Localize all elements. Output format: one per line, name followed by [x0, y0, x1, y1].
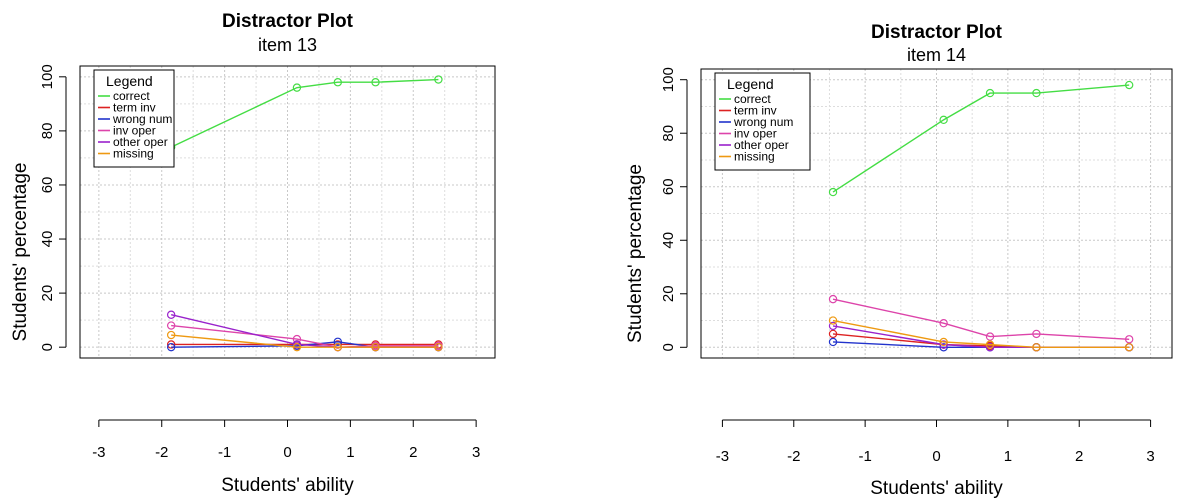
x-tick-label: 3: [472, 444, 480, 461]
data-point-wrong-num: [166, 342, 176, 352]
data-point-correct: [1124, 80, 1134, 90]
series-line-correct: [170, 78, 439, 148]
data-point-other-oper: [166, 310, 176, 319]
x-tick-label: 1: [1004, 448, 1012, 465]
legend-entry: wrong num: [733, 115, 793, 129]
legend-entry: term inv: [734, 104, 777, 118]
x-tick-label: -1: [858, 448, 871, 465]
data-point-missing: [166, 330, 176, 340]
data-point-missing: [371, 342, 380, 352]
x-tick-label: -1: [218, 444, 231, 461]
data-point-inv-oper: [939, 319, 948, 328]
data-point-inv-oper: [985, 332, 995, 341]
data-point-inv-oper: [1032, 329, 1041, 339]
y-tick-label: 60: [39, 177, 56, 194]
data-point-correct: [939, 115, 948, 125]
x-tick-label: 2: [1075, 448, 1083, 465]
x-tick-label: 1: [346, 444, 354, 461]
plot-frame: [700, 68, 1173, 359]
data-point-missing: [939, 337, 948, 347]
data-point-other-oper: [828, 321, 838, 331]
chart-panel-1: Distractor Plot item 13 -3 -2 -1 0 1 2 3 Students…: [10, 11, 496, 496]
chart-title: Distractor Plot: [222, 11, 354, 32]
legend-title: Legend: [106, 73, 153, 89]
y-tick-label: 20: [39, 285, 56, 302]
legend-entry: missing: [734, 150, 775, 164]
data-point-missing: [292, 342, 302, 352]
x-tick-label: 0: [283, 444, 291, 461]
y-tick-label: 100: [660, 67, 677, 92]
legend-entry: term inv: [113, 101, 156, 115]
data-point-missing: [828, 316, 838, 325]
data-point-other-oper: [985, 343, 995, 352]
data-point-other-oper: [939, 340, 948, 349]
series-line-missing: [832, 319, 1130, 348]
x-axis-label: Students' ability: [221, 475, 354, 496]
legend-entry: inv oper: [113, 124, 156, 138]
data-point-correct: [1032, 88, 1041, 98]
y-tick-label: 40: [39, 231, 56, 248]
data-point-correct: [333, 78, 343, 87]
series-line-term-inv: [832, 333, 1130, 348]
y-tick-label: 100: [39, 64, 56, 89]
y-tick-label: 80: [660, 125, 677, 142]
legend-entry: correct: [734, 92, 771, 106]
y-tick-label: 60: [660, 178, 677, 195]
data-point-term-inv: [828, 329, 838, 339]
data-point-correct: [828, 187, 838, 197]
legend-entry: missing: [113, 147, 154, 161]
data-point-correct: [434, 75, 443, 84]
data-point-missing: [1032, 343, 1041, 352]
x-tick-label: 3: [1146, 448, 1154, 465]
y-tick-label: 0: [660, 343, 677, 351]
data-point-inv-oper: [828, 294, 838, 304]
data-point-correct: [985, 88, 995, 98]
data-point-correct: [292, 83, 302, 92]
legend-entry: inv oper: [734, 127, 777, 141]
x-tick-label: -2: [155, 444, 168, 461]
legend-entry: wrong num: [112, 112, 172, 126]
series-line-inv-oper: [832, 298, 1130, 340]
data-point-wrong-num: [828, 337, 838, 347]
data-point-missing: [1124, 343, 1134, 352]
series-line-correct: [832, 84, 1130, 193]
y-axis-label: Students' percentage: [625, 164, 646, 343]
data-point-correct: [371, 78, 380, 87]
data-point-missing: [434, 342, 443, 352]
legend-entry: other oper: [113, 135, 168, 149]
plot-frame: [79, 65, 496, 359]
data-point-other-oper: [292, 340, 302, 349]
legend-title: Legend: [727, 76, 774, 92]
series-line-missing: [171, 334, 439, 348]
x-tick-label: -2: [787, 448, 800, 465]
data-point-inv-oper: [1124, 335, 1134, 344]
x-tick-label: -3: [716, 448, 729, 465]
chart-subtitle: item 14: [907, 45, 966, 65]
data-point-inv-oper: [166, 321, 176, 330]
data-point-missing: [985, 340, 995, 349]
data-point-wrong-num: [939, 343, 948, 352]
data-point-missing: [333, 342, 343, 352]
x-tick-label: 2: [409, 444, 417, 461]
legend-entry: other oper: [734, 138, 789, 152]
x-tick-label: 0: [932, 448, 940, 465]
legend-entry: correct: [113, 89, 150, 103]
data-point-term-inv: [333, 340, 343, 349]
data-point-term-inv: [166, 340, 176, 349]
y-tick-label: 0: [39, 343, 56, 351]
x-tick-label: -3: [92, 444, 105, 461]
y-tick-label: 80: [39, 123, 56, 140]
series-line-other-oper: [171, 314, 439, 348]
data-point-inv-oper: [292, 334, 302, 344]
y-tick-label: 20: [660, 285, 677, 302]
chart-subtitle: item 13: [258, 35, 317, 55]
y-tick-label: 40: [660, 232, 677, 249]
x-axis-label: Students' ability: [870, 478, 1003, 499]
chart-title: Distractor Plot: [871, 22, 1003, 43]
data-point-wrong-num: [333, 337, 343, 346]
y-axis-label: Students' percentage: [10, 163, 31, 342]
